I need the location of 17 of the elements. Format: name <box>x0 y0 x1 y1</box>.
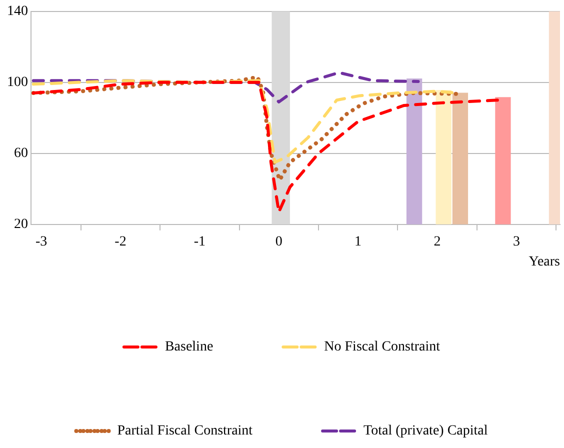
x-tick-label: -3 <box>35 234 48 250</box>
legend-label: Baseline <box>164 340 214 355</box>
legend-label: Partial Fiscal Constraint <box>117 424 253 439</box>
legend-label: No Fiscal Constraint <box>324 340 440 355</box>
y-tick-label: 140 <box>7 4 28 20</box>
x-tick-label: -1 <box>194 234 206 250</box>
line-series <box>32 80 499 214</box>
x-axis-title: Years <box>528 254 560 270</box>
legend-label: Total (private) Capital <box>364 424 488 439</box>
x-tick-label: 2 <box>434 234 441 250</box>
x-tick-label: 0 <box>275 234 282 250</box>
y-tick-label: 60 <box>14 146 28 162</box>
x-tick-label: 1 <box>354 234 362 250</box>
x-tick-label: 3 <box>512 234 520 250</box>
y-tick-label: 20 <box>14 217 28 232</box>
x-tick-label: -2 <box>114 234 126 250</box>
y-tick-label: 100 <box>7 75 28 90</box>
